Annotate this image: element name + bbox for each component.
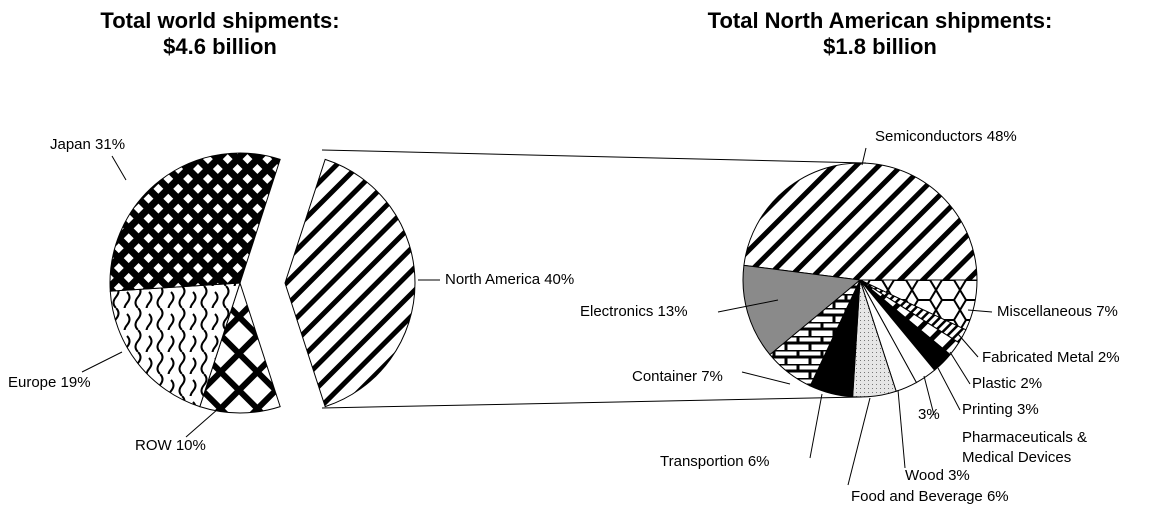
category-label: Semiconductors xyxy=(875,128,983,145)
slice-label: ROW 10% xyxy=(135,436,206,456)
category-label: ROW xyxy=(135,437,172,454)
pie-slice xyxy=(109,152,281,292)
category-label: Container xyxy=(632,368,698,385)
data-label: 3% xyxy=(948,467,970,484)
title: Total world shipments: xyxy=(100,8,340,33)
category-label: Food and Beverage xyxy=(851,488,983,505)
category-label: Fabricated Metal xyxy=(982,349,1094,366)
pie-slice xyxy=(742,264,862,356)
leader-line xyxy=(949,351,971,385)
slice-label: Transportion 6% xyxy=(660,452,770,472)
data-label: 2% xyxy=(1020,375,1043,392)
data-label: 3% xyxy=(918,406,940,423)
category-label: Transportion xyxy=(660,453,744,470)
data-label: 7% xyxy=(701,368,723,385)
slice-label: Europe 19% xyxy=(8,373,91,393)
data-label: 10% xyxy=(175,437,206,454)
category-label: Pharmaceuticals & Medical Devices xyxy=(962,429,1088,466)
data-label: 6% xyxy=(747,453,770,470)
leader-line xyxy=(923,375,935,416)
slice-label: North America 40% xyxy=(445,270,574,290)
leader-line xyxy=(957,333,979,358)
data-label: 19% xyxy=(60,374,91,391)
data-label: 6% xyxy=(986,488,1009,505)
slice-label: Wood 3% xyxy=(905,466,970,486)
category-label: Electronics xyxy=(580,303,654,320)
chart-title: Total world shipments: $4.6 billion xyxy=(60,8,380,60)
category-label: Japan xyxy=(50,136,91,153)
slice-label: Semiconductors 48% xyxy=(875,127,1017,147)
subtitle: $1.8 billion xyxy=(823,34,937,59)
leader-line xyxy=(967,309,993,313)
leader-line xyxy=(185,401,227,438)
category-label: Wood xyxy=(905,467,944,484)
slice-label: Food and Beverage 6% xyxy=(851,487,1009,507)
slice-label: Printing 3% xyxy=(962,400,1039,420)
data-label: 40% xyxy=(544,271,575,288)
connector-line xyxy=(321,149,867,164)
title: Total North American shipments: xyxy=(707,8,1053,33)
slice-label: Japan 31% xyxy=(50,135,125,155)
data-label: 7% xyxy=(1096,303,1118,320)
pie-slice xyxy=(109,282,241,408)
connector-line xyxy=(321,396,863,409)
category-label: North America xyxy=(445,271,541,288)
leader-line xyxy=(937,367,961,411)
category-label: Plastic xyxy=(972,375,1017,392)
chart-title: Total North American shipments: $1.8 bill… xyxy=(680,8,1080,60)
data-label: 3% xyxy=(1017,401,1039,418)
pie-slice xyxy=(284,158,416,408)
data-label: 13% xyxy=(657,303,688,320)
leader-line xyxy=(809,393,823,459)
leader-line xyxy=(847,397,871,486)
pie-slice xyxy=(743,162,978,281)
category-label: Europe xyxy=(8,374,57,391)
data-label: 2% xyxy=(1097,349,1120,366)
leader-line xyxy=(717,299,779,313)
leader-line xyxy=(897,389,906,469)
slice-label: Plastic 2% xyxy=(972,374,1042,394)
slice-label: Miscellaneous 7% xyxy=(997,302,1118,322)
pie-slice xyxy=(199,281,281,414)
leader-line xyxy=(81,351,123,373)
leader-line xyxy=(861,147,867,166)
category-label: Miscellaneous xyxy=(997,303,1093,320)
data-label: 31% xyxy=(95,136,126,153)
slice-label: Container 7% xyxy=(632,367,723,387)
data-label: 48% xyxy=(986,128,1017,145)
slice-label: Electronics 13% xyxy=(580,302,688,322)
subtitle: $4.6 billion xyxy=(163,34,277,59)
slice-label: Fabricated Metal 2% xyxy=(982,348,1120,368)
leader-line xyxy=(741,371,791,385)
leader-line xyxy=(111,155,127,181)
category-label: Printing xyxy=(962,401,1013,418)
